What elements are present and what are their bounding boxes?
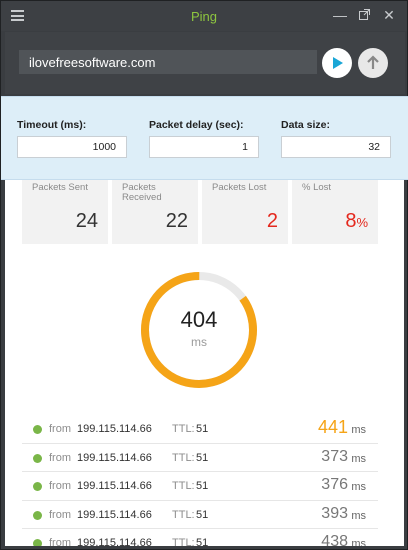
reply-list: from 199.115.114.66 TTL: 51 441 ms from 199.115… — [22, 415, 378, 546]
packet-delay-label: Packet delay (sec): — [149, 119, 244, 131]
reply-row: from 199.115.114.66 TTL: 51 373 ms — [22, 444, 378, 472]
stat-percent-lost: % Lost 8% — [292, 180, 378, 244]
arrow-up-icon — [367, 55, 379, 69]
reply-ttl: 51 — [196, 423, 209, 435]
export-button[interactable] — [358, 48, 388, 78]
stat-packets-received: Packets Received 22 — [112, 180, 198, 244]
gauge-value: 404 — [180, 307, 218, 332]
window-title: Ping — [190, 9, 218, 24]
status-dot-icon — [33, 539, 42, 546]
reply-ttl: 51 — [196, 480, 209, 492]
reply-ttl: 51 — [196, 451, 209, 464]
stats-cards: Packets Sent 24 Packets Received 22 Pack… — [22, 180, 378, 244]
reply-ip: 199.115.114.66 — [77, 480, 152, 492]
stat-packets-sent: Packets Sent 24 — [22, 180, 108, 244]
close-icon[interactable]: ✕ — [383, 7, 395, 23]
play-icon — [333, 57, 343, 69]
gauge-unit: ms — [191, 335, 207, 349]
reply-ttl-label: TTL: — [172, 451, 195, 464]
reply-from-label: from — [49, 508, 71, 521]
stat-label: Packets Received — [122, 182, 162, 203]
reply-ttl: 51 — [196, 537, 209, 546]
reply-unit: ms — [351, 424, 366, 436]
reply-time: 441 — [317, 417, 348, 437]
reply-unit: ms — [351, 452, 366, 465]
status-dot-icon — [33, 510, 42, 520]
gauge-ring — [141, 272, 257, 388]
stat-value: 8 — [345, 210, 357, 232]
reply-from-label: from — [49, 451, 71, 464]
reply-ip: 199.115.114.66 — [77, 423, 152, 435]
reply-time: 376 — [321, 476, 348, 493]
reply-from-label: from — [49, 423, 71, 435]
reply-row: from 199.115.114.66 TTL: 51 393 ms — [22, 501, 378, 529]
reply-time: 373 — [321, 447, 348, 465]
stat-suffix: % — [356, 215, 368, 230]
reply-row: from 199.115.114.66 TTL: 51 376 ms — [22, 472, 378, 501]
reply-ttl: 51 — [196, 508, 209, 521]
reply-ip: 199.115.114.66 — [77, 451, 152, 464]
reply-row: from 199.115.114.66 TTL: 51 438 ms — [22, 529, 378, 546]
settings-panel: Timeout (ms): 1000 Packet delay (sec): 1… — [1, 96, 408, 180]
results-area: Packets Sent 24 Packets Received 22 Pack… — [5, 180, 404, 546]
reply-ttl-label: TTL: — [172, 423, 195, 435]
stat-value-wrap: 8% — [345, 210, 368, 233]
reply-row: from 199.115.114.66 TTL: 51 441 ms — [22, 415, 378, 444]
reply-ttl-label: TTL: — [172, 508, 195, 521]
reply-ttl-label: TTL: — [172, 537, 195, 546]
window-controls: — ✕ — [333, 7, 395, 23]
hamburger-icon[interactable] — [11, 10, 24, 21]
data-size-field[interactable]: 32 — [281, 136, 391, 158]
status-dot-icon — [33, 425, 42, 434]
stat-value: 22 — [165, 210, 188, 232]
minimize-icon[interactable]: — — [333, 7, 347, 23]
latency-gauge: 404 ms — [138, 269, 260, 391]
data-size-label: Data size: — [281, 119, 331, 131]
stat-label: Packets Sent — [32, 182, 88, 193]
timeout-field[interactable]: 1000 — [17, 136, 127, 158]
start-ping-button[interactable] — [322, 48, 352, 78]
timeout-label: Timeout (ms): — [17, 119, 87, 131]
stat-value: 2 — [266, 210, 278, 232]
reply-from-label: from — [49, 480, 71, 492]
packet-delay-field[interactable]: 1 — [149, 136, 259, 158]
reply-ip: 199.115.114.66 — [77, 537, 152, 546]
maximize-icon[interactable] — [358, 7, 370, 23]
stat-label: % Lost — [302, 182, 332, 193]
status-dot-icon — [33, 482, 42, 491]
reply-ip: 199.115.114.66 — [77, 508, 152, 521]
host-input[interactable] — [19, 50, 317, 74]
reply-unit: ms — [351, 538, 366, 546]
host-bar — [5, 32, 405, 94]
stat-label: Packets Lost — [212, 182, 267, 193]
reply-unit: ms — [351, 481, 366, 493]
reply-time: 438 — [321, 533, 348, 546]
status-dot-icon — [33, 453, 42, 463]
stat-value: 24 — [75, 210, 98, 232]
title-bar: Ping — ✕ — [1, 1, 407, 31]
reply-unit: ms — [351, 509, 366, 522]
reply-ttl-label: TTL: — [172, 480, 195, 492]
stat-packets-lost: Packets Lost 2 — [202, 180, 288, 244]
reply-time: 393 — [321, 504, 348, 522]
reply-from-label: from — [49, 537, 71, 546]
